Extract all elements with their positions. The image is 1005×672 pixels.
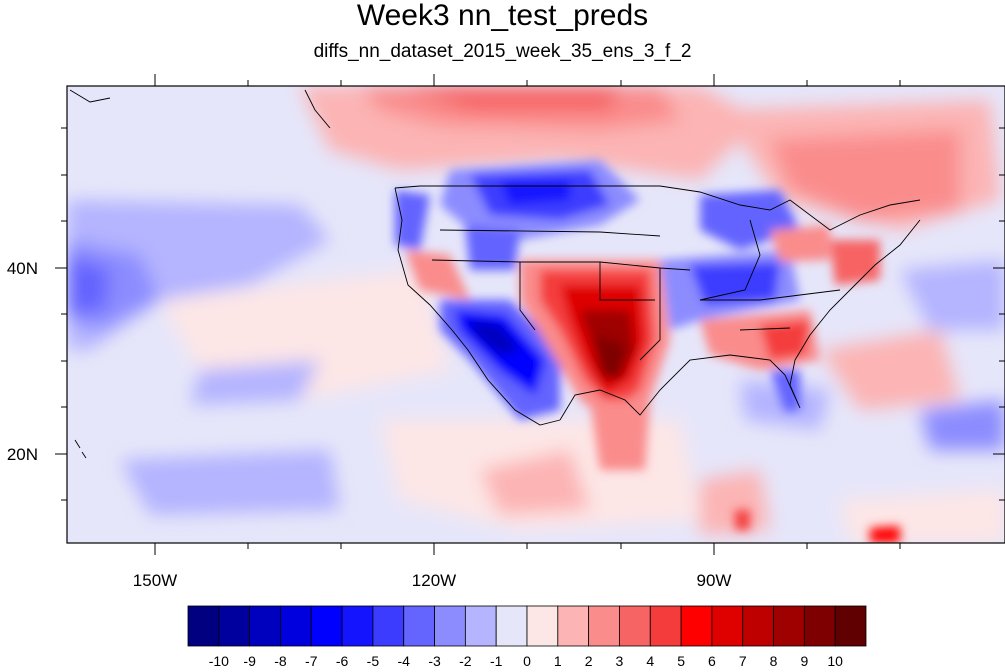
colorbar-swatch bbox=[742, 605, 774, 647]
colorbar-tick-label: -4 bbox=[398, 653, 411, 669]
plot-subtitle: diffs_nn_dataset_2015_week_35_ens_3_f_2 bbox=[313, 41, 692, 62]
axis-ticks bbox=[55, 74, 1005, 555]
colorbar-swatch bbox=[372, 605, 405, 647]
colorbar-tick-label: 8 bbox=[770, 653, 778, 669]
lon-label-150w: 150W bbox=[133, 571, 177, 590]
colorbar bbox=[187, 605, 867, 647]
colorbar-tick-label: -10 bbox=[209, 653, 229, 669]
colorbar-labels: -10 -9 -8 -7 -6 -5 -4 -3 -2 -1 0 1 2 3 4 5 6 7 8 9 10 bbox=[209, 653, 843, 669]
colorbar-swatch bbox=[680, 605, 713, 647]
lat-label-20n: 20N bbox=[7, 445, 38, 464]
colorbar-tick-label: 2 bbox=[585, 653, 593, 669]
colorbar-tick-label: 4 bbox=[646, 653, 654, 669]
colorbar-swatch bbox=[526, 605, 559, 647]
lat-label-40n: 40N bbox=[7, 259, 38, 278]
colorbar-swatch bbox=[280, 605, 312, 647]
colorbar-swatch bbox=[803, 605, 836, 647]
colorbar-swatch bbox=[464, 605, 497, 647]
axis-labels: 150W 120W 90W 40N 20N bbox=[7, 259, 732, 590]
land-anomalies bbox=[395, 160, 900, 543]
colorbar-swatch bbox=[403, 605, 435, 647]
colorbar-tick-label: -6 bbox=[336, 653, 349, 669]
colorbar-tick-label: 9 bbox=[800, 653, 808, 669]
colorbar-tick-label: -5 bbox=[367, 653, 380, 669]
colorbar-swatch bbox=[495, 605, 528, 647]
colorbar-swatch bbox=[187, 605, 220, 647]
colorbar-swatch bbox=[218, 605, 251, 647]
colorbar-swatch bbox=[711, 605, 744, 647]
colorbar-swatch bbox=[619, 605, 651, 647]
ocean-anomalies bbox=[67, 86, 1005, 543]
colorbar-swatch bbox=[557, 605, 590, 647]
plot-title: Week3 nn_test_preds bbox=[356, 0, 649, 32]
colorbar-swatch bbox=[588, 605, 620, 647]
coastlines bbox=[69, 89, 921, 459]
colorbar-tick-label: -2 bbox=[459, 653, 472, 669]
colorbar-swatch bbox=[834, 605, 867, 647]
colorbar-tick-label: 0 bbox=[523, 653, 531, 669]
colorbar-tick-label: 6 bbox=[708, 653, 716, 669]
colorbar-tick-label: -3 bbox=[428, 653, 441, 669]
lon-label-90w: 90W bbox=[697, 571, 732, 590]
lon-label-120w: 120W bbox=[412, 571, 456, 590]
colorbar-swatch bbox=[249, 605, 281, 647]
colorbar-swatch bbox=[434, 605, 466, 647]
colorbar-swatch bbox=[773, 605, 805, 647]
colorbar-tick-label: -7 bbox=[305, 653, 318, 669]
colorbar-swatch bbox=[341, 605, 374, 647]
colorbar-tick-label: 1 bbox=[554, 653, 562, 669]
anomaly-field bbox=[67, 86, 1005, 543]
colorbar-tick-label: 5 bbox=[677, 653, 685, 669]
colorbar-swatch bbox=[310, 605, 343, 647]
colorbar-tick-label: 7 bbox=[739, 653, 747, 669]
colorbar-tick-label: 10 bbox=[827, 653, 843, 669]
colorbar-tick-label: -1 bbox=[490, 653, 503, 669]
colorbar-tick-label: 3 bbox=[616, 653, 624, 669]
colorbar-swatch bbox=[649, 605, 682, 647]
colorbar-tick-label: -9 bbox=[243, 653, 256, 669]
colorbar-tick-label: -8 bbox=[274, 653, 287, 669]
